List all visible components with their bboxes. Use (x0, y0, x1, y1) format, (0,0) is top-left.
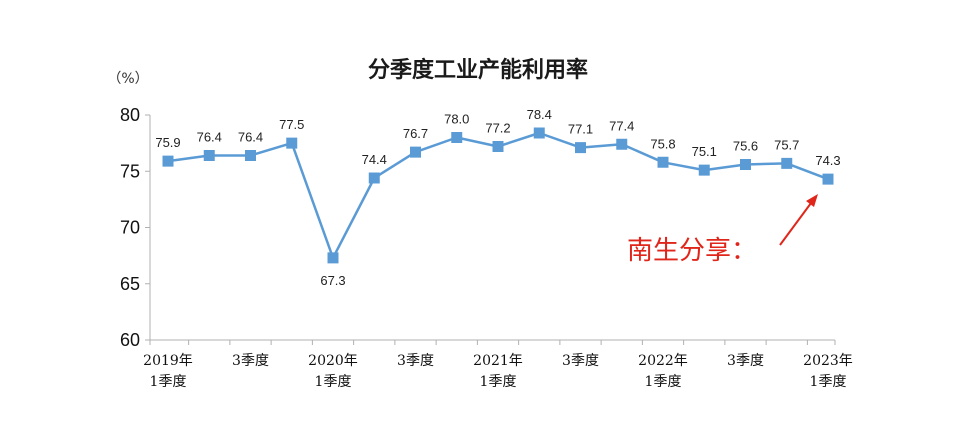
data-point-marker (451, 132, 463, 143)
data-label: 75.1 (692, 144, 717, 159)
x-tick-label: 3季度 (562, 353, 599, 369)
data-point-marker (698, 164, 710, 176)
data-point-marker (203, 150, 215, 161)
data-label: 75.8 (650, 136, 675, 151)
data-label: 75.7 (774, 137, 799, 152)
data-label: 77.4 (609, 118, 634, 133)
data-label: 77.2 (485, 121, 510, 136)
data-label: 78.4 (527, 107, 552, 122)
data-label: 74.3 (815, 153, 840, 168)
data-point-marker (657, 156, 669, 168)
x-tick-label: 2019年 1季度 (143, 353, 193, 390)
y-unit-label: （%） (107, 71, 148, 87)
x-tick-label: 2021年 1季度 (473, 353, 523, 390)
data-label: 78.0 (444, 112, 469, 127)
data-point-marker (162, 155, 174, 167)
data-point-marker (368, 172, 380, 184)
data-point-marker (245, 150, 256, 161)
y-tick-label: 60 (120, 330, 140, 350)
data-label: 74.4 (362, 152, 387, 167)
data-label: 76.4 (238, 130, 263, 145)
x-axis: 2019年 1季度 3季度 2020年 1季度 3季度 2021年 1季度 3季度 2022年 1季… (143, 339, 853, 390)
data-point-marker (781, 157, 793, 169)
data-point-marker (286, 137, 298, 149)
chart-title: 分季度工业产能利用率 (368, 57, 588, 83)
data-point-marker (575, 142, 586, 154)
annotation-arrow (779, 198, 815, 246)
data-point-marker (327, 252, 339, 264)
y-tick-label: 80 (120, 105, 140, 125)
data-label: 67.3 (320, 273, 345, 288)
data-label: 77.5 (279, 117, 304, 132)
data-label: 75.6 (733, 139, 758, 154)
data-point-marker (822, 173, 834, 185)
data-label: 77.1 (568, 122, 593, 137)
data-label: 76.4 (197, 130, 222, 145)
x-tick-label: 3季度 (232, 353, 269, 369)
series-line-group: 75.9 76.4 76.4 77.5 67.3 74.4 76.7 78.0 77.2 78.4… (155, 107, 840, 288)
y-tick-label: 70 (120, 218, 140, 238)
annotation-arrowhead (806, 194, 818, 207)
y-tick-label: 75 (120, 161, 140, 181)
data-label: 75.9 (155, 135, 180, 150)
data-point-marker (410, 146, 421, 158)
annotation-group: 南生分享： (627, 194, 818, 266)
annotation-text: 南生分享： (627, 236, 757, 266)
y-axis: 80 75 70 65 60 (120, 105, 151, 350)
data-point-marker (492, 141, 504, 152)
data-label: 76.7 (403, 126, 428, 141)
y-tick-label: 65 (120, 274, 140, 294)
x-tick-label: 3季度 (397, 353, 434, 369)
x-tick-label: 2020年 1季度 (308, 353, 358, 390)
data-point-marker (616, 138, 628, 150)
x-tick-label: 2022年 1季度 (638, 353, 688, 390)
data-point-marker (740, 159, 751, 170)
x-tick-label: 2023年 1季度 (803, 353, 853, 390)
data-point-marker (533, 127, 545, 139)
x-tick-label: 3季度 (727, 353, 764, 369)
